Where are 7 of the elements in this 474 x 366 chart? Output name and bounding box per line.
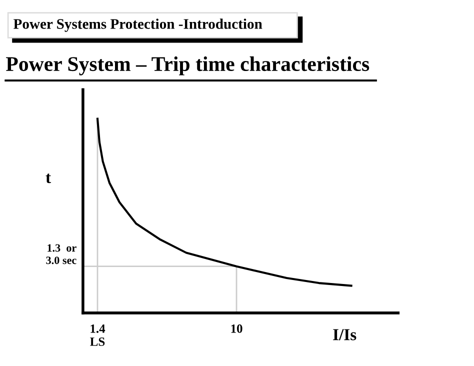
y-axis-title: t	[46, 174, 51, 184]
chart-subtitle: Power Systems Protection -Introduction	[14, 18, 262, 32]
ref-line-label: 1.3 or 3.0 sec	[46, 244, 76, 264]
x-axis-title: I/Is	[333, 329, 356, 340]
x-tick-label: 10	[231, 324, 242, 333]
chart-title: Power System – Trip time characteristics	[6, 56, 370, 76]
x-tick-label: 1.4 LS	[90, 324, 106, 346]
